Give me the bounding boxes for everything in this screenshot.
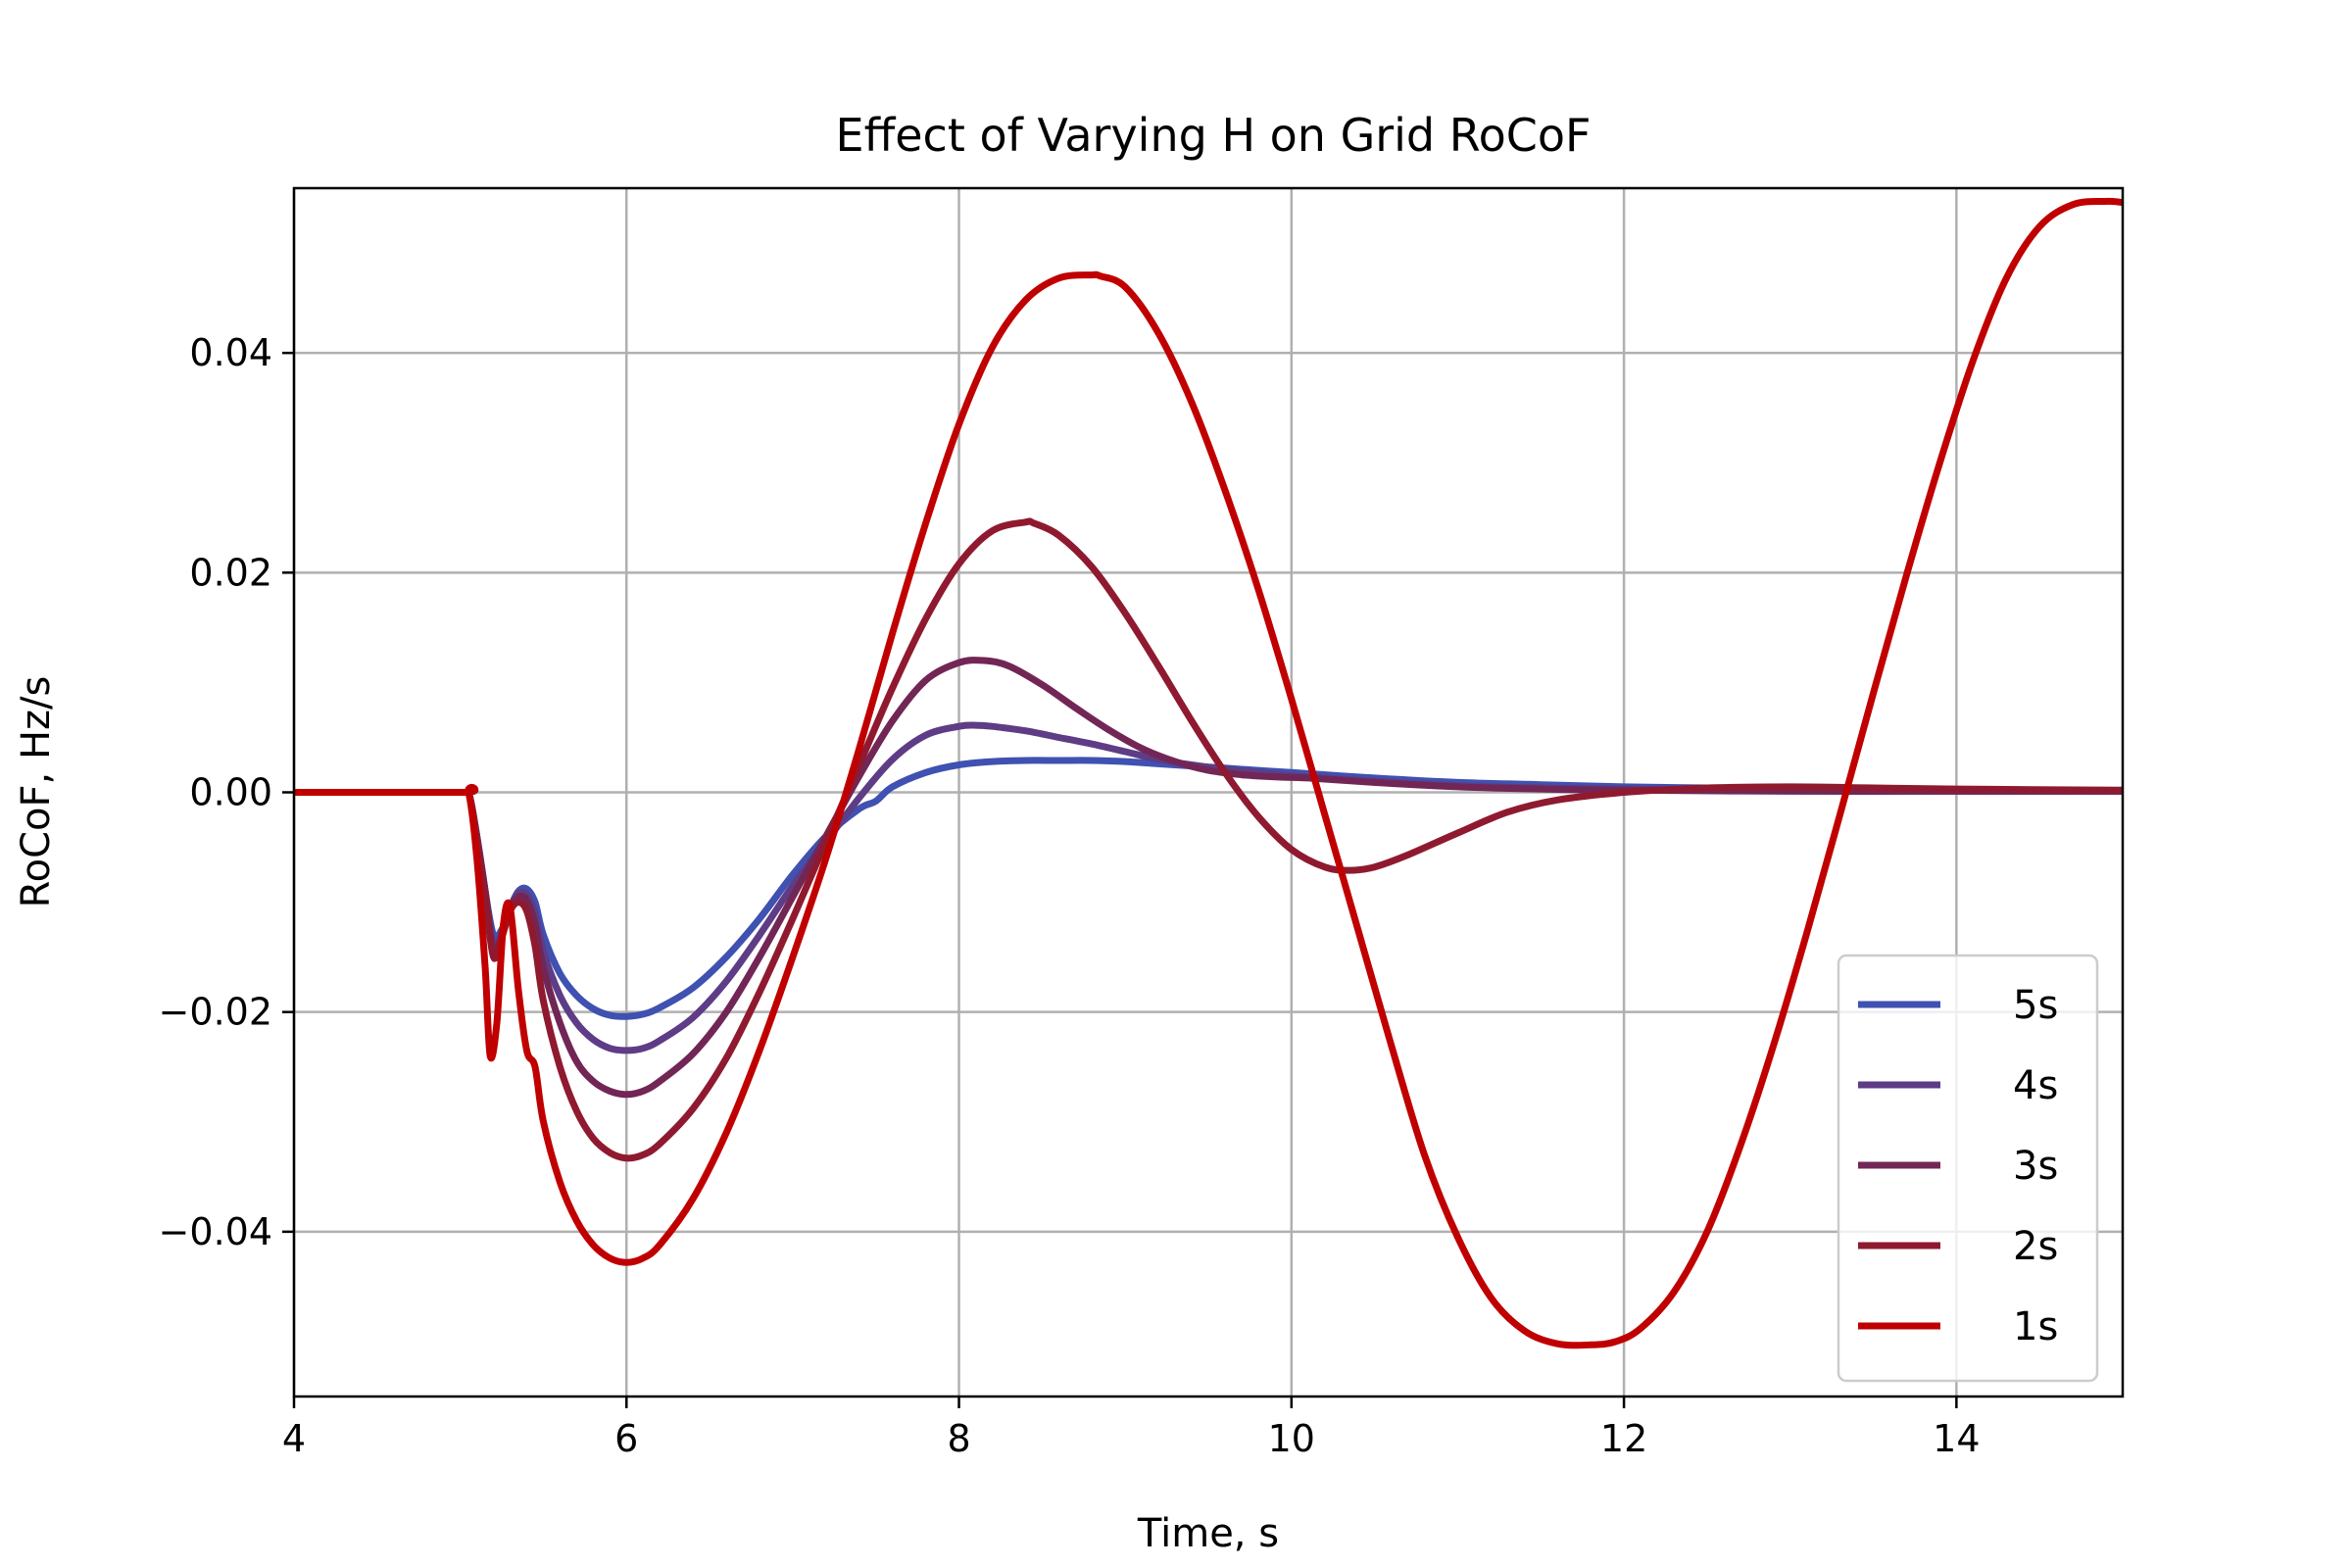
- legend-label: 5s: [2013, 983, 2058, 1028]
- legend-label: 1s: [2013, 1304, 2058, 1349]
- series-line-2s: [294, 517, 2123, 1162]
- y-tick-label: −0.02: [159, 991, 272, 1034]
- x-tick-label: 12: [1600, 1417, 1647, 1460]
- x-tick-label: 14: [1933, 1417, 1980, 1460]
- x-axis-label: Time, s: [1137, 1511, 1279, 1556]
- y-tick-label: 0.00: [189, 771, 272, 814]
- y-tick-label: −0.04: [159, 1210, 272, 1253]
- legend: 5s 4s 3s 2s 1s: [1837, 954, 2099, 1383]
- legend-label: 3s: [2013, 1144, 2058, 1189]
- legend-box: [1837, 954, 2099, 1383]
- y-tick-label: 0.04: [189, 331, 272, 374]
- chart-title: Effect of Varying H on Grid RoCoF: [836, 109, 1592, 162]
- x-tick-label: 6: [614, 1417, 638, 1460]
- legend-label: 2s: [2013, 1224, 2058, 1269]
- x-tick-label: 10: [1268, 1417, 1315, 1460]
- y-tick-label: 0.02: [189, 551, 272, 594]
- series-lines: [294, 197, 2123, 1349]
- legend-label: 4s: [2013, 1063, 2058, 1108]
- series-line-1s: [294, 197, 2123, 1349]
- y-axis-label: RoCoF, Hz/s: [14, 676, 59, 908]
- x-tick-label: 8: [947, 1417, 970, 1460]
- x-tick-label: 4: [282, 1417, 306, 1460]
- axis-ticks: 4 6 8 10 12 14 −0.04 −0.02 0.00 0.02 0.04: [159, 331, 1981, 1460]
